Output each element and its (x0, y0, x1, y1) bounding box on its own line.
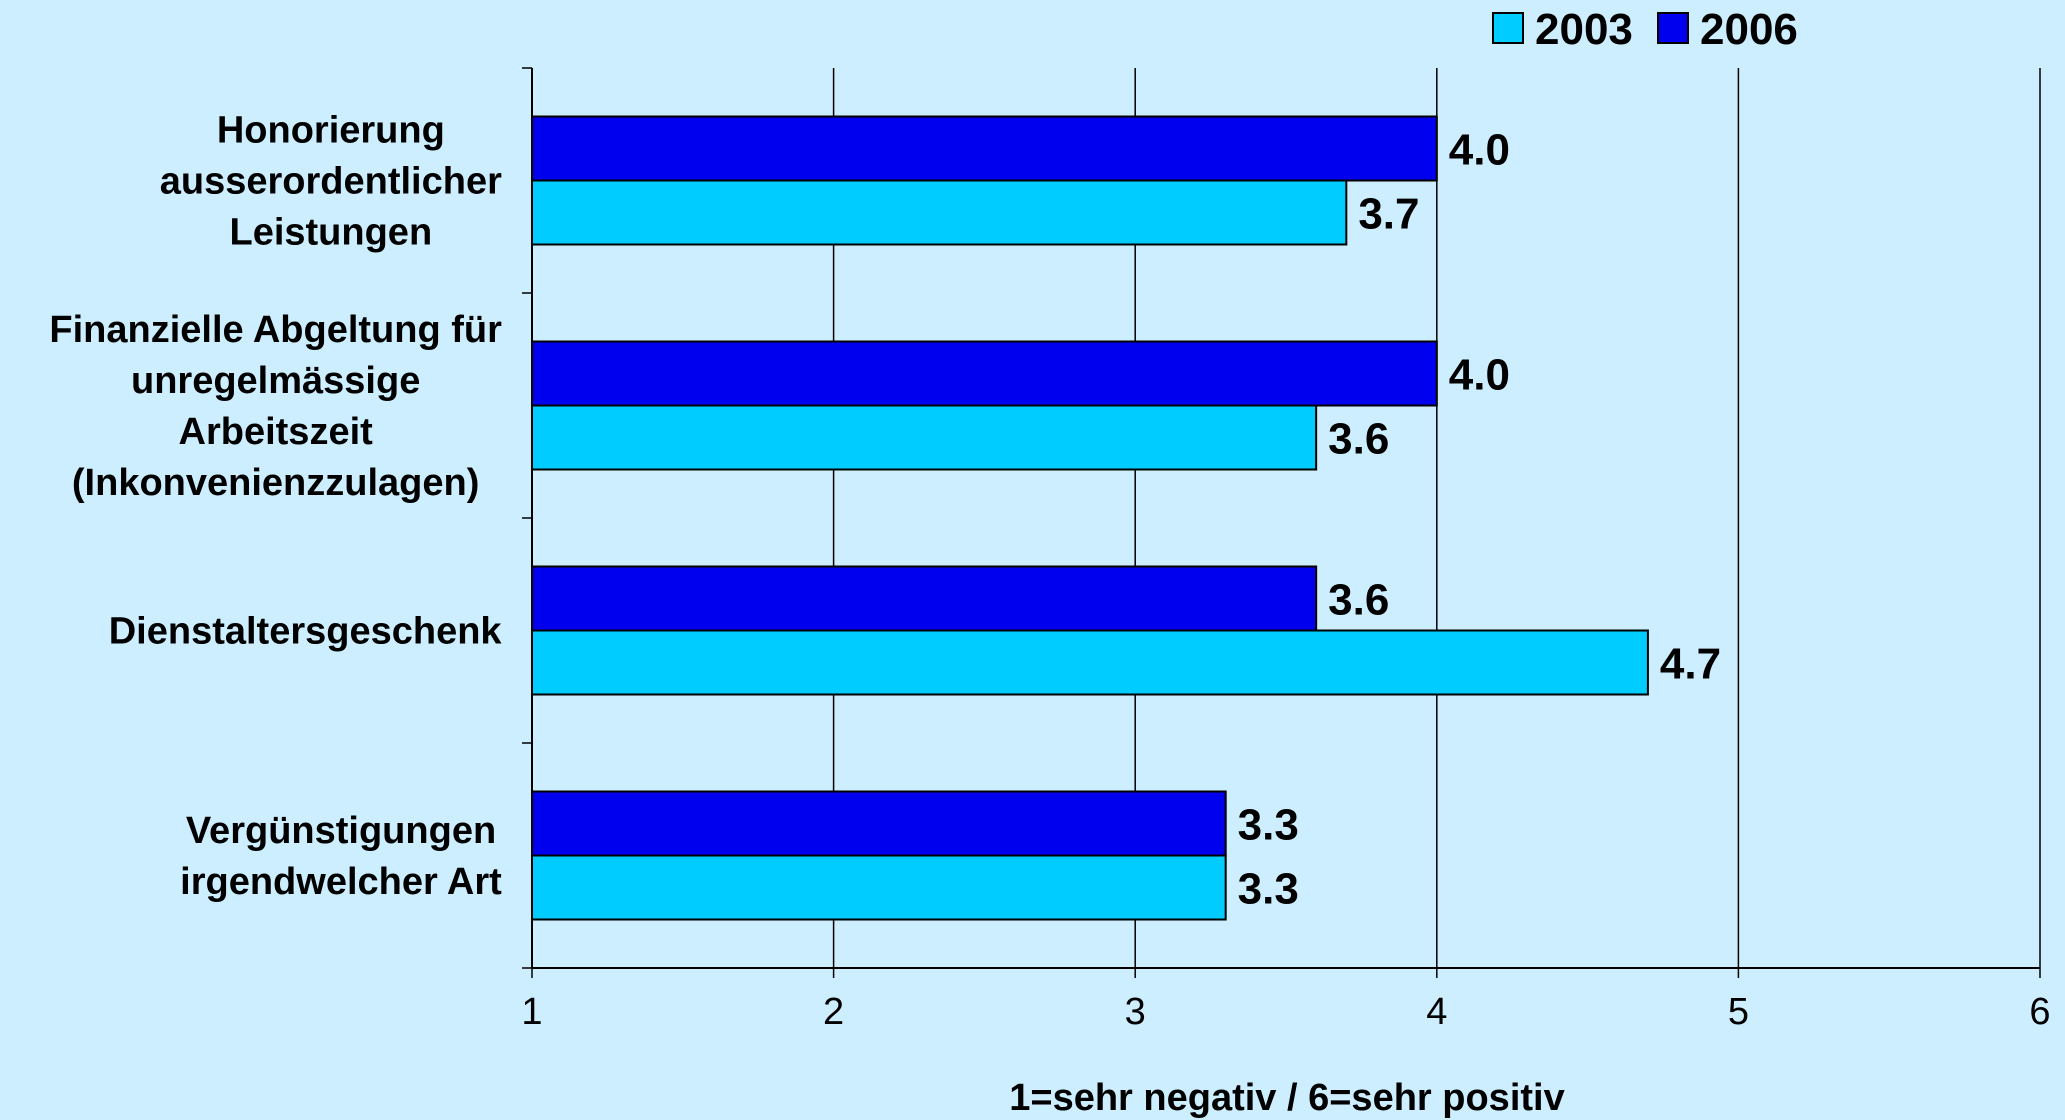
x-tick-label: 6 (2029, 991, 2050, 1033)
category-label: Dienstaltersgeschenk (109, 611, 503, 653)
labels: 1 2 3 4 5 6 4.0 3.7 Honorierung ausserordentliche… (49, 110, 2050, 1034)
legend-swatch-2003 (1492, 12, 1524, 44)
category-label-line: Dienstaltersgeschenk (109, 611, 503, 653)
category-label-line: Honorierung (217, 110, 445, 152)
legend-label-2003: 2003 (1535, 5, 1633, 54)
category-label-line: Arbeitszeit (179, 411, 374, 453)
data-label-2003: 3.3 (1238, 865, 1299, 914)
bar-2003 (531, 179, 1348, 246)
category-label-line: irgendwelcher Art (180, 861, 502, 903)
data-label-2006: 4.0 (1449, 351, 1510, 400)
axes (522, 67, 2041, 978)
data-label-2003: 3.7 (1358, 190, 1419, 239)
category-label-line: unregelmässige (131, 360, 420, 402)
bar-2006 (531, 115, 1438, 182)
x-tick-label: 4 (1426, 991, 1447, 1033)
x-tick-label: 5 (1728, 991, 1749, 1033)
category-label-line: Finanzielle Abgeltung für (49, 309, 502, 351)
legend-swatch-2006 (1657, 12, 1689, 44)
category-label-line: ausserordentlicher (160, 161, 502, 203)
data-label-2006: 3.3 (1238, 801, 1299, 850)
category-label-line: Vergünstigungen (186, 810, 496, 852)
bar-2006 (531, 790, 1227, 857)
data-label-2003: 4.7 (1660, 640, 1721, 689)
category-label-line: Leistungen (229, 212, 432, 254)
bar-2006 (531, 340, 1438, 407)
x-tick-label: 1 (521, 991, 542, 1033)
x-axis-label: 1=sehr negativ / 6=sehr positiv (1009, 1077, 1564, 1119)
category-label: Vergünstigungen irgendwelcher Art (180, 810, 502, 903)
x-tick-label: 3 (1125, 991, 1146, 1033)
category-label: Honorierung ausserordentlicher Leistungen (160, 110, 502, 254)
bar-2006 (531, 565, 1318, 632)
x-tick-label: 2 (823, 991, 844, 1033)
bar-2003 (531, 854, 1227, 921)
bar-2003 (531, 404, 1318, 471)
data-label-2006: 3.6 (1328, 576, 1389, 625)
data-label-2006: 4.0 (1449, 126, 1510, 175)
category-label-line: (Inkonvenienzzulagen) (72, 462, 479, 504)
category-label: Finanzielle Abgeltung für unregelmässige A… (49, 309, 502, 504)
data-label-2003: 3.6 (1328, 415, 1389, 464)
legend-label-2006: 2006 (1700, 5, 1798, 54)
bars (531, 115, 1649, 921)
bar-2003 (531, 629, 1649, 696)
legend: 2003 2006 (1492, 5, 1798, 54)
